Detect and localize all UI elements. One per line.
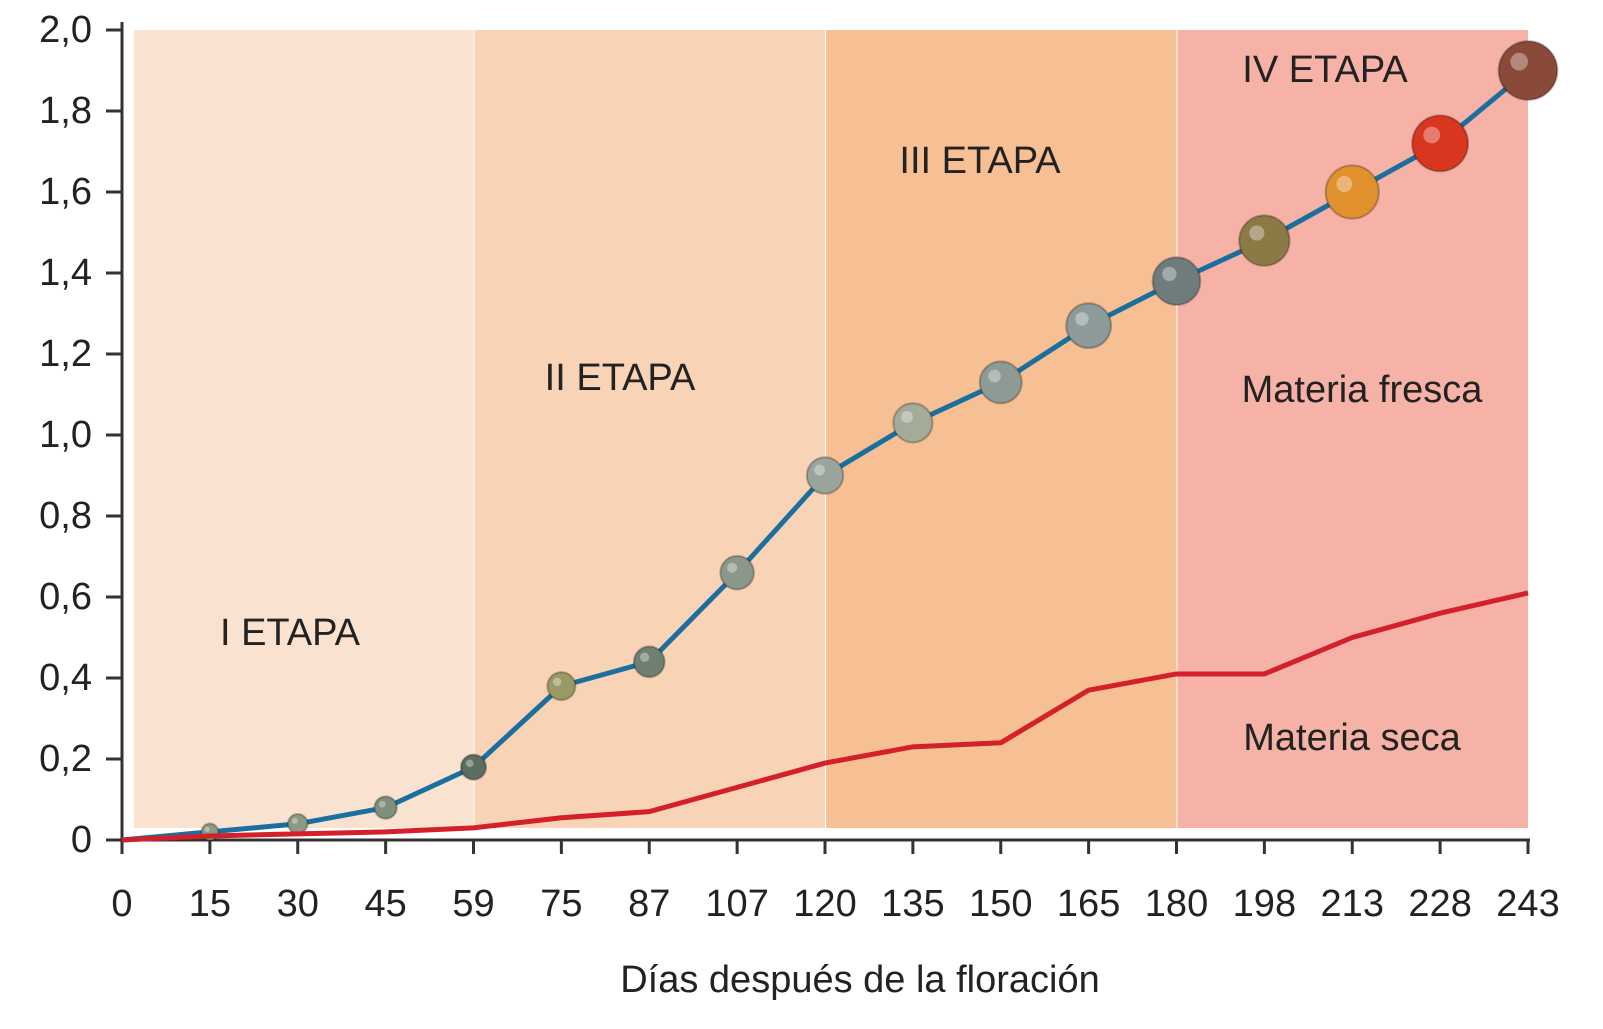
x-tick-label: 45	[364, 883, 406, 925]
stage-label: II ETAPA	[545, 357, 696, 399]
y-tick-label: 0,6	[39, 576, 92, 618]
x-tick-label: 150	[969, 883, 1032, 925]
y-tick-label: 1,0	[39, 414, 92, 456]
x-tick-label: 228	[1408, 883, 1471, 925]
olive-marker	[547, 672, 575, 700]
olive-marker	[1326, 165, 1379, 218]
x-tick-label: 165	[1057, 883, 1120, 925]
y-tick-label: 1,8	[39, 90, 92, 132]
y-tick-label: 0,2	[39, 738, 92, 780]
stage-band	[1178, 30, 1529, 828]
olive-marker	[1153, 257, 1201, 305]
olive-marker	[288, 814, 308, 834]
series-label: Materia seca	[1243, 717, 1461, 759]
olive-highlight	[1249, 225, 1264, 240]
olive-highlight	[1510, 53, 1528, 71]
olive-highlight	[1423, 127, 1440, 144]
olive-marker	[1412, 115, 1468, 171]
olive-highlight	[814, 465, 825, 476]
x-axis-label: Días después de la floración	[620, 959, 1100, 1001]
olive-highlight	[1162, 267, 1176, 281]
stage-label: IV ETAPA	[1242, 49, 1408, 91]
x-tick-label: 30	[277, 883, 319, 925]
olive-highlight	[727, 563, 737, 573]
olive-highlight	[1336, 176, 1352, 192]
stage-band	[134, 30, 474, 828]
y-tick-label: 1,4	[39, 252, 92, 294]
x-tick-label: 87	[628, 883, 670, 925]
olive-marker	[1239, 215, 1289, 265]
chart: Días después de la floración I ETAPA II E…	[0, 0, 1603, 1024]
y-tick-label: 0	[71, 819, 92, 861]
x-tick-label: 180	[1145, 883, 1208, 925]
olive-highlight	[466, 760, 474, 768]
olive-highlight	[379, 801, 386, 808]
olive-marker	[634, 646, 665, 677]
olive-highlight	[640, 653, 649, 662]
y-tick-label: 2,0	[39, 9, 92, 51]
olive-marker	[980, 361, 1022, 403]
olive-highlight	[901, 411, 913, 423]
olive-highlight	[205, 827, 210, 832]
x-tick-label: 120	[793, 883, 856, 925]
y-tick-label: 1,2	[39, 333, 92, 375]
x-tick-label: 243	[1496, 883, 1559, 925]
olive-marker	[1066, 303, 1111, 348]
x-tick-label: 135	[881, 883, 944, 925]
olive-highlight	[1075, 312, 1088, 325]
y-tick-label: 1,6	[39, 171, 92, 213]
stage-band	[475, 30, 826, 828]
x-tick-label: 75	[540, 883, 582, 925]
x-tick-label: 107	[705, 883, 768, 925]
y-tick-label: 0,8	[39, 495, 92, 537]
x-tick-label: 213	[1321, 883, 1384, 925]
olive-highlight	[292, 818, 298, 824]
olive-marker	[1499, 41, 1558, 100]
x-tick-label: 15	[189, 883, 231, 925]
stage-label: III ETAPA	[899, 140, 1061, 182]
olive-marker	[374, 796, 396, 818]
x-tick-label: 198	[1233, 883, 1296, 925]
olive-marker	[461, 755, 486, 780]
series-label: Materia fresca	[1242, 369, 1484, 411]
olive-marker	[893, 403, 932, 442]
olive-marker	[807, 457, 843, 493]
y-tick-label: 0,4	[39, 657, 92, 699]
olive-highlight	[553, 678, 561, 686]
x-tick-label: 0	[111, 883, 132, 925]
olive-marker	[720, 556, 754, 590]
x-tick-label: 59	[452, 883, 494, 925]
stage-label: I ETAPA	[220, 612, 361, 654]
olive-highlight	[988, 370, 1001, 383]
